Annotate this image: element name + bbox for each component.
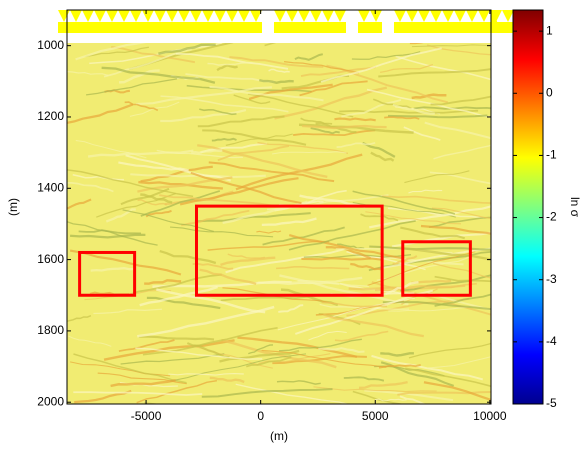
receiver-marker-base bbox=[454, 22, 466, 33]
receiver-marker-base bbox=[178, 22, 190, 33]
y-tick-label: 1600 bbox=[37, 252, 64, 266]
receiver-marker-base bbox=[154, 22, 166, 33]
receiver-marker-base bbox=[358, 22, 370, 33]
receiver-marker-base bbox=[334, 22, 346, 33]
x-axis-label: (m) bbox=[270, 429, 288, 443]
receiver-marker-base bbox=[406, 22, 418, 33]
y-tick-label: 2000 bbox=[37, 394, 64, 408]
receiver-marker-base bbox=[394, 22, 406, 33]
receiver-marker-base bbox=[214, 22, 226, 33]
receiver-marker bbox=[502, 10, 514, 22]
receiver-marker-base bbox=[202, 22, 214, 33]
x-tick-label: -5000 bbox=[131, 409, 162, 423]
receiver-marker-base bbox=[322, 22, 334, 33]
receiver-marker-base bbox=[442, 22, 454, 33]
y-tick-label: 1000 bbox=[37, 38, 64, 52]
receiver-marker-base bbox=[478, 22, 490, 33]
receiver-marker-base bbox=[130, 22, 142, 33]
receiver-marker-base bbox=[226, 22, 238, 33]
marker-band bbox=[67, 33, 491, 43]
colorbar-tick-label: -4 bbox=[546, 334, 557, 348]
receiver-marker-base bbox=[286, 22, 298, 33]
receiver-marker-base bbox=[94, 22, 106, 33]
receiver-marker-base bbox=[118, 22, 130, 33]
receiver-marker-base bbox=[370, 22, 382, 33]
receiver-marker-base bbox=[58, 22, 70, 33]
colorbar-tick-label: 1 bbox=[546, 23, 553, 37]
colorbar-tick-label: 0 bbox=[546, 85, 553, 99]
y-tick-label: 1200 bbox=[37, 109, 64, 123]
x-tick-label: 5000 bbox=[362, 409, 389, 423]
receiver-marker-base bbox=[142, 22, 154, 33]
texture-stroke bbox=[301, 258, 381, 260]
receiver-marker-base bbox=[166, 22, 178, 33]
receiver-marker-base bbox=[298, 22, 310, 33]
receiver-marker-base bbox=[250, 22, 262, 33]
y-tick-label: 1400 bbox=[37, 180, 64, 194]
x-tick-label: 10000 bbox=[473, 409, 507, 423]
colorbar-tick-label: -5 bbox=[546, 396, 557, 410]
colorbar-tick-label: -3 bbox=[546, 272, 557, 286]
receiver-marker-base bbox=[310, 22, 322, 33]
x-tick-label: 0 bbox=[257, 409, 264, 423]
y-axis-label: (m) bbox=[6, 198, 20, 216]
receiver-marker-base bbox=[466, 22, 478, 33]
colorbar-label: ln σ bbox=[568, 197, 582, 218]
receiver-marker-base bbox=[190, 22, 202, 33]
colorbar-tick-label: -2 bbox=[546, 210, 557, 224]
receiver-marker-base bbox=[70, 22, 82, 33]
receiver-marker-base bbox=[430, 22, 442, 33]
receiver-marker-base bbox=[106, 22, 118, 33]
receiver-marker-base bbox=[82, 22, 94, 33]
colorbar bbox=[513, 10, 543, 404]
chart: (m) (m) ln σ -5000 0 5000 10000 1000 1200 1400… bbox=[0, 0, 584, 447]
y-tick-label: 1800 bbox=[37, 323, 64, 337]
colorbar-tick-label: -1 bbox=[546, 148, 557, 162]
receiver-marker-base bbox=[238, 22, 250, 33]
receiver-marker-base bbox=[418, 22, 430, 33]
receiver-marker-base bbox=[502, 22, 514, 33]
receiver-marker-base bbox=[274, 22, 286, 33]
